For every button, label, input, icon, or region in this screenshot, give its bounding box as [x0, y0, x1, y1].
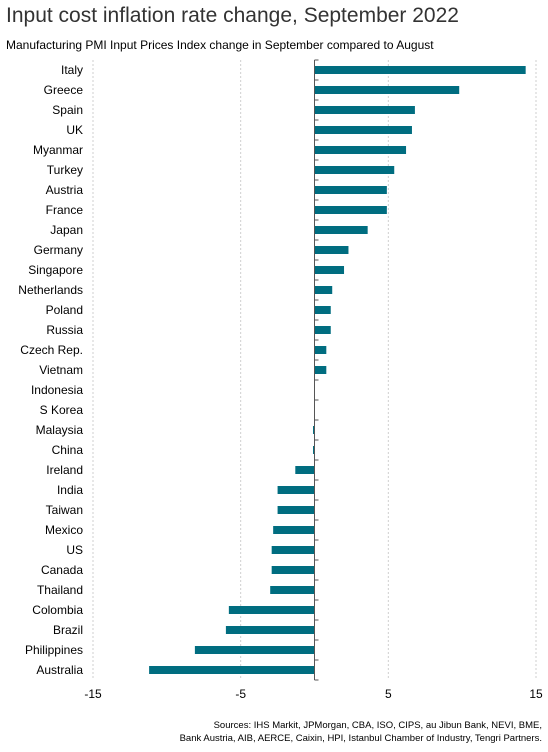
bar: [225, 626, 315, 634]
category-label: Czech Rep.: [20, 343, 83, 357]
category-label: Australia: [36, 663, 83, 677]
x-tick-labels: -15 -5 5 15: [84, 687, 543, 701]
category-label: Austria: [46, 183, 84, 197]
category-label: Thailand: [37, 583, 83, 597]
category-label: Poland: [46, 303, 83, 317]
x-tick-label: 5: [385, 687, 392, 701]
category-label: Russia: [46, 323, 83, 337]
bar: [314, 346, 327, 354]
bar: [270, 586, 315, 594]
bar: [194, 646, 315, 654]
bar: [314, 186, 387, 194]
category-label: UK: [66, 123, 83, 137]
x-tick-label: 15: [529, 687, 543, 701]
category-label: Colombia: [32, 603, 83, 617]
category-label: Canada: [41, 563, 83, 577]
category-label: France: [46, 203, 84, 217]
category-label: Malaysia: [36, 423, 84, 437]
bar: [314, 166, 395, 174]
bar: [314, 246, 349, 254]
bar: [277, 506, 315, 514]
x-tick-label: -15: [84, 687, 102, 701]
bar: [314, 326, 331, 334]
bar: [273, 526, 315, 534]
category-label: Indonesia: [31, 383, 83, 397]
sources-line-1: Sources: IHS Markit, JPMorgan, CBA, ISO,…: [213, 720, 542, 731]
bar: [314, 266, 345, 274]
bar: [314, 206, 387, 214]
sources-note: Sources: IHS Markit, JPMorgan, CBA, ISO,…: [6, 719, 542, 745]
category-label: Singapore: [28, 263, 83, 277]
category-label: Spain: [52, 103, 83, 117]
bar: [277, 486, 315, 494]
category-label: Philippines: [25, 643, 83, 657]
grid-lines: [92, 60, 537, 680]
category-label: Brazil: [53, 623, 83, 637]
bars: [149, 66, 526, 674]
category-label: Taiwan: [46, 503, 83, 517]
bar: [228, 606, 315, 614]
bar: [149, 666, 315, 674]
category-label: China: [52, 443, 84, 457]
category-label: Ireland: [46, 463, 83, 477]
category-label: Netherlands: [18, 283, 83, 297]
category-labels: Italy Greece Spain UK Myanmar Turkey Austria Fr…: [18, 59, 319, 681]
bar: [314, 86, 460, 94]
category-label: Turkey: [47, 163, 83, 177]
bar: [314, 226, 368, 234]
category-label: Italy: [61, 63, 83, 77]
bar: [314, 66, 526, 74]
category-label: Mexico: [45, 523, 83, 537]
bar: [314, 366, 327, 374]
bar: [295, 466, 315, 474]
bar: [314, 286, 333, 294]
category-label: India: [57, 483, 83, 497]
category-label: S Korea: [40, 403, 84, 417]
bar: [313, 426, 315, 434]
bar: [271, 566, 315, 574]
category-label: Germany: [34, 243, 83, 257]
bar: [314, 146, 407, 154]
category-label: Vietnam: [39, 363, 83, 377]
bar: [271, 546, 315, 554]
bar: [313, 446, 315, 454]
bar: [314, 106, 415, 114]
category-label: Japan: [50, 223, 83, 237]
sources-line-2: Bank Austria, AIB, AERCE, Caixin, HPI, I…: [179, 733, 542, 744]
chart-subtitle: Manufacturing PMI Input Prices Index cha…: [6, 38, 434, 52]
category-label: US: [66, 543, 83, 557]
category-label: Myanmar: [33, 143, 83, 157]
chart-title: Input cost inflation rate change, Septem…: [6, 4, 459, 27]
category-label: Greece: [44, 83, 84, 97]
x-tick-label: -5: [235, 687, 246, 701]
bar: [314, 306, 331, 314]
bar: [314, 126, 412, 134]
